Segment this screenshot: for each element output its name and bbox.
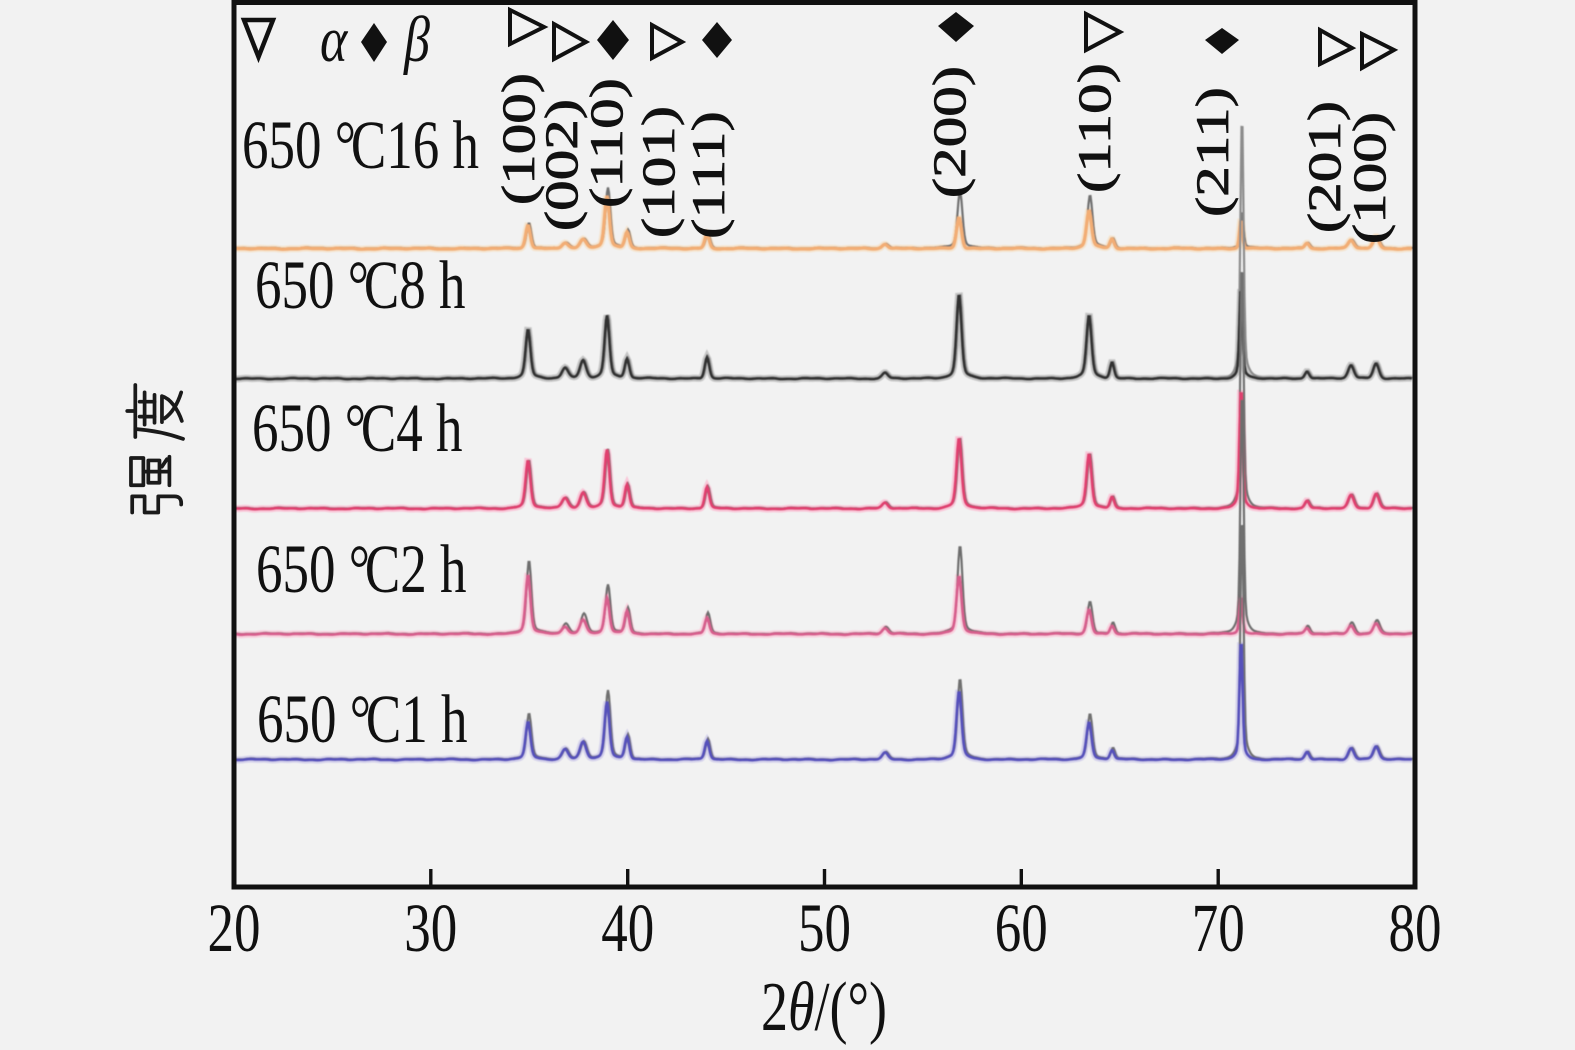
- svg-text:(200): (200): [923, 66, 976, 198]
- svg-text:70: 70: [1192, 890, 1245, 966]
- svg-text:(111): (111): [682, 111, 735, 239]
- svg-text:650 °C8 h: 650 °C8 h: [255, 247, 466, 323]
- svg-text:40: 40: [601, 890, 654, 966]
- svg-text:80: 80: [1389, 890, 1442, 966]
- svg-text:30: 30: [404, 890, 457, 966]
- svg-text:20: 20: [208, 890, 261, 966]
- svg-text:650 °C2 h: 650 °C2 h: [256, 531, 467, 607]
- svg-text:650 °C1 h: 650 °C1 h: [257, 681, 468, 757]
- svg-text:(101): (101): [632, 106, 685, 238]
- svg-text:β: β: [403, 4, 430, 76]
- svg-text:650 °C16 h: 650 °C16 h: [242, 107, 479, 183]
- svg-text:(100): (100): [1343, 112, 1396, 244]
- svg-text:(002): (002): [535, 99, 588, 231]
- svg-text:(100): (100): [492, 73, 545, 205]
- svg-text:(211): (211): [1186, 87, 1239, 217]
- svg-text:2θ/(°): 2θ/(°): [761, 967, 887, 1045]
- svg-text:(110): (110): [1068, 63, 1121, 193]
- svg-text:650 °C4 h: 650 °C4 h: [252, 390, 463, 466]
- svg-text:60: 60: [995, 890, 1048, 966]
- svg-text:(201): (201): [1298, 101, 1351, 233]
- svg-text:α: α: [320, 4, 348, 76]
- svg-text:(110): (110): [580, 78, 633, 208]
- svg-text:50: 50: [798, 890, 851, 966]
